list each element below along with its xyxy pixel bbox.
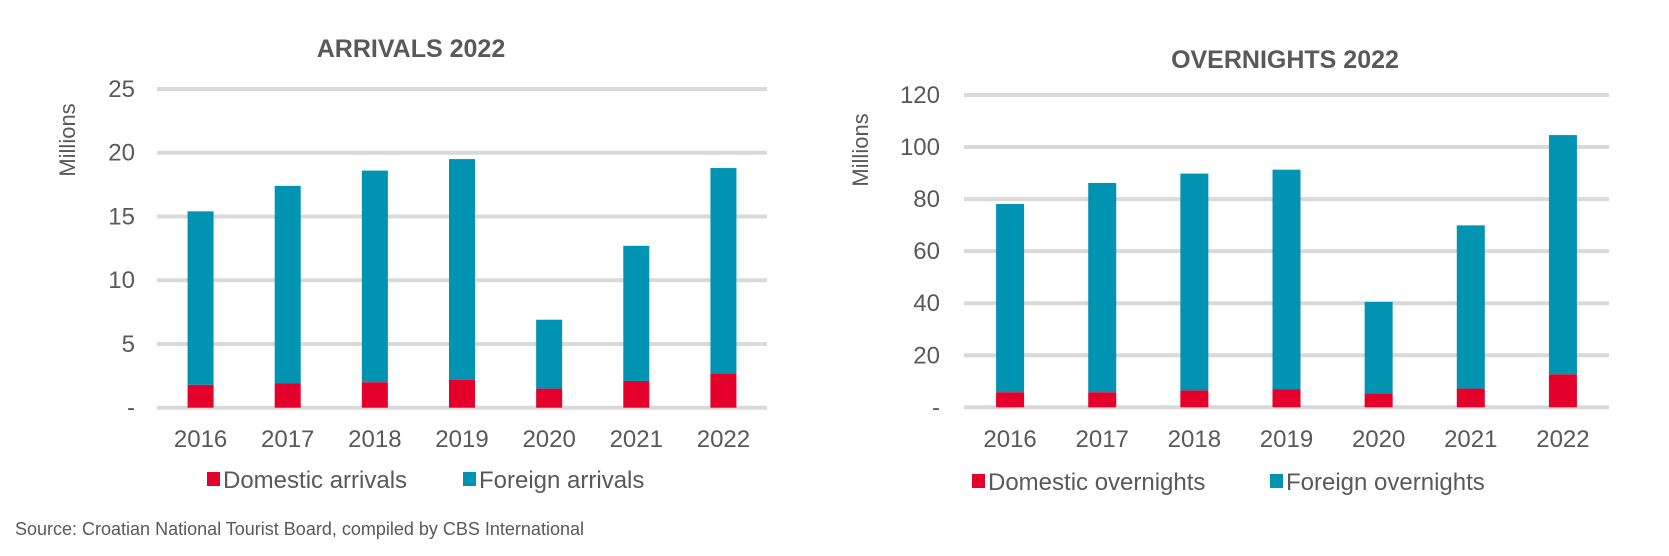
y-tick-label: 20 [913, 342, 940, 369]
bar-foreign-2022 [710, 168, 737, 374]
x-tick-label: 2018 [348, 426, 401, 453]
y-tick-labels: - 5 10 15 20 25 [108, 76, 135, 422]
y-tick-label: 120 [900, 82, 940, 109]
bar-foreign-2018 [361, 170, 388, 383]
y-tick-label: 25 [108, 76, 135, 103]
legend: Domestic overnights Foreign overnights [972, 469, 1485, 496]
x-tick-label: 2017 [261, 426, 314, 453]
y-tick-label: 100 [900, 134, 940, 161]
x-tick-label: 2016 [174, 426, 227, 453]
bar-foreign-2017 [274, 185, 301, 384]
bar-foreign-2016 [996, 204, 1025, 393]
legend-swatch-domestic [207, 472, 220, 486]
bar-foreign-2019 [449, 159, 475, 380]
bar-domestic-2018 [361, 382, 388, 408]
legend-label-foreign: Foreign overnights [1286, 469, 1485, 496]
y-tick-label: 15 [108, 203, 135, 230]
bar-domestic-2016 [187, 384, 214, 408]
legend-swatch-domestic [972, 474, 985, 488]
source-note: Source: Croatian National Tourist Board,… [15, 519, 584, 539]
legend-label-domestic: Domestic overnights [988, 469, 1205, 496]
bar-domestic-2020 [536, 388, 563, 408]
legend-swatch-foreign [463, 472, 476, 486]
y-tick-label: - [127, 395, 135, 422]
legend-label-foreign: Foreign arrivals [479, 467, 644, 494]
y-tick-labels: - 20 40 60 80 100 120 [900, 82, 940, 421]
x-tick-label: 2017 [1076, 426, 1129, 453]
x-tick-label: 2021 [1444, 426, 1497, 453]
bar-domestic-2019 [449, 379, 475, 408]
chart-title: OVERNIGHTS 2022 [1171, 46, 1399, 74]
legend: Domestic arrivals Foreign arrivals [207, 467, 644, 494]
bar-domestic-2021 [1456, 388, 1485, 408]
x-tick-label: 2022 [1536, 426, 1589, 453]
y-tick-label: 40 [913, 290, 940, 317]
y-tick-label: 20 [108, 140, 135, 167]
y-tick-label: 80 [913, 186, 940, 213]
y-axis-label: Millions [55, 103, 80, 176]
legend-swatch-foreign [1270, 474, 1283, 488]
bar-domestic-2022 [710, 373, 737, 408]
x-tick-labels: 2016 2017 2018 2019 2020 2021 2022 [983, 426, 1589, 453]
bar-domestic-2017 [1088, 392, 1117, 408]
y-tick-label: 5 [122, 331, 135, 358]
bar-foreign-2017 [1088, 182, 1117, 393]
y-tick-label: 10 [108, 267, 135, 294]
bar-domestic-2021 [623, 380, 650, 408]
bar-domestic-2019 [1272, 389, 1301, 408]
bar-domestic-2022 [1548, 374, 1577, 408]
chart-title: ARRIVALS 2022 [317, 35, 506, 63]
bars [996, 135, 1577, 408]
y-tick-label: 60 [913, 238, 940, 265]
bar-foreign-2019 [1272, 169, 1301, 390]
legend-label-domestic: Domestic arrivals [223, 467, 407, 494]
bar-domestic-2016 [996, 392, 1025, 408]
x-tick-label: 2020 [1352, 426, 1405, 453]
x-tick-label: 2022 [697, 426, 750, 453]
x-tick-label: 2019 [435, 426, 488, 453]
x-tick-label: 2019 [1260, 426, 1313, 453]
bar-foreign-2021 [623, 245, 650, 381]
bar-foreign-2016 [187, 211, 214, 385]
y-tick-label: - [932, 394, 940, 421]
bars [187, 159, 737, 408]
bar-domestic-2018 [1180, 390, 1209, 408]
bar-foreign-2018 [1180, 173, 1209, 391]
x-tick-label: 2016 [983, 426, 1036, 453]
bar-domestic-2017 [274, 383, 301, 408]
x-tick-labels: 2016 2017 2018 2019 2020 2021 2022 [174, 426, 750, 453]
x-tick-label: 2018 [1168, 426, 1221, 453]
overnights-chart: OVERNIGHTS 2022 Millions - 20 40 60 80 100 120… [848, 46, 1609, 496]
bar-domestic-2020 [1364, 393, 1393, 408]
bar-foreign-2021 [1456, 225, 1485, 389]
x-tick-label: 2021 [610, 426, 663, 453]
bar-foreign-2020 [1364, 301, 1393, 394]
y-axis-label: Millions [848, 113, 873, 186]
bar-foreign-2020 [536, 319, 563, 389]
bar-foreign-2022 [1548, 135, 1577, 375]
x-tick-label: 2020 [522, 426, 575, 453]
